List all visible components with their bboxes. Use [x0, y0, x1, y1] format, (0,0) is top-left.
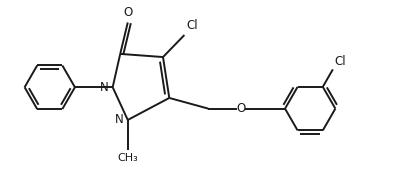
Text: O: O [123, 6, 133, 19]
Text: N: N [115, 113, 124, 126]
Text: Cl: Cl [186, 19, 198, 32]
Text: Cl: Cl [335, 55, 346, 67]
Text: O: O [236, 102, 246, 115]
Text: CH₃: CH₃ [118, 153, 138, 163]
Text: N: N [100, 81, 109, 94]
